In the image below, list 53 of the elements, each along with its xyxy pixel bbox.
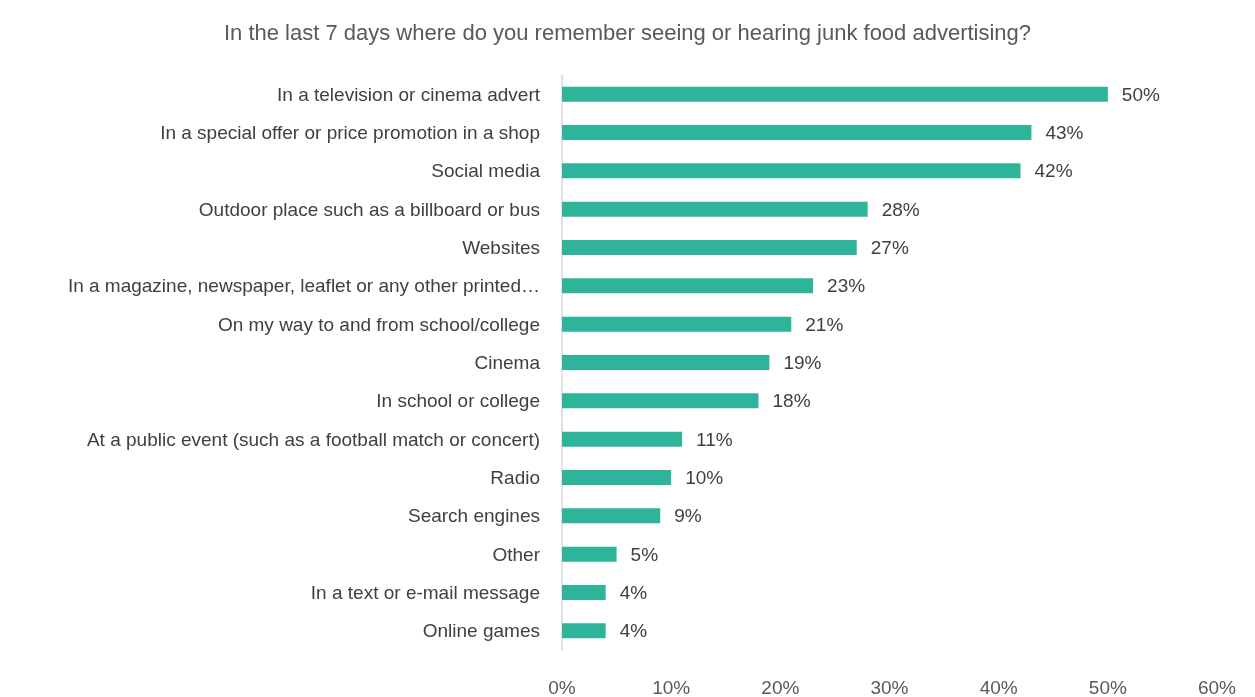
data-label: 19% bbox=[783, 352, 822, 373]
y-tick-label: At a public event (such as a football match or concert) bbox=[86, 428, 540, 450]
x-tick-label: 30% bbox=[870, 677, 909, 697]
bar bbox=[562, 355, 770, 370]
data-label: 18% bbox=[772, 390, 811, 412]
data-label: 9% bbox=[674, 505, 702, 527]
y-tick-label: Cinema bbox=[474, 352, 541, 373]
bar bbox=[562, 470, 672, 485]
bar bbox=[562, 163, 1021, 179]
data-label: 28% bbox=[881, 198, 920, 220]
x-tick-label: 0% bbox=[548, 677, 576, 697]
bar bbox=[562, 585, 606, 600]
data-label: 27% bbox=[870, 237, 909, 258]
y-tick-label: Outdoor place such as a billboard or bus bbox=[198, 198, 540, 220]
chart-title: In the last 7 days where do you remember seeing or hearing junk food advertising? bbox=[223, 19, 1032, 45]
y-tick-label: Social media bbox=[431, 160, 541, 182]
data-label: 42% bbox=[1034, 160, 1073, 182]
bar bbox=[562, 546, 617, 562]
data-label: 11% bbox=[696, 428, 733, 450]
y-tick-label: In a special offer or price promotion in a shop bbox=[160, 122, 540, 143]
data-label: 10% bbox=[685, 467, 724, 488]
data-label: 50% bbox=[1121, 83, 1160, 105]
y-tick-label: In a magazine, newspaper, leaflet or any other printed… bbox=[67, 275, 540, 297]
data-label: 43% bbox=[1045, 122, 1084, 143]
bar bbox=[562, 201, 868, 217]
bar bbox=[562, 86, 1108, 102]
bar bbox=[562, 508, 661, 524]
data-label: 5% bbox=[630, 543, 659, 565]
y-tick-label: In a television or cinema advert bbox=[277, 83, 541, 105]
y-tick-label: Websites bbox=[462, 237, 540, 258]
bar bbox=[562, 278, 814, 294]
y-tick-label: In school or college bbox=[376, 390, 540, 412]
data-label: 21% bbox=[805, 313, 844, 335]
x-tick-label: 10% bbox=[652, 677, 691, 697]
x-tick-label: 60% bbox=[1197, 677, 1237, 697]
bar bbox=[562, 393, 759, 409]
y-tick-label: In a text or e-mail message bbox=[310, 582, 540, 603]
y-tick-label: Other bbox=[492, 543, 541, 565]
data-label: 4% bbox=[619, 620, 648, 642]
bar bbox=[562, 623, 606, 639]
data-label: 4% bbox=[619, 582, 648, 603]
bar bbox=[562, 316, 792, 332]
y-tick-label: Radio bbox=[490, 467, 540, 488]
y-tick-label: On my way to and from school/college bbox=[217, 313, 540, 335]
bar bbox=[562, 125, 1032, 140]
bar bbox=[562, 240, 857, 255]
bar bbox=[562, 431, 683, 447]
x-tick-label: 40% bbox=[979, 677, 1018, 697]
data-label: 23% bbox=[827, 275, 866, 297]
x-tick-label: 20% bbox=[761, 677, 800, 697]
y-tick-label: Search engines bbox=[407, 505, 540, 527]
y-tick-label: Online games bbox=[422, 620, 540, 642]
x-tick-label: 50% bbox=[1088, 677, 1127, 697]
